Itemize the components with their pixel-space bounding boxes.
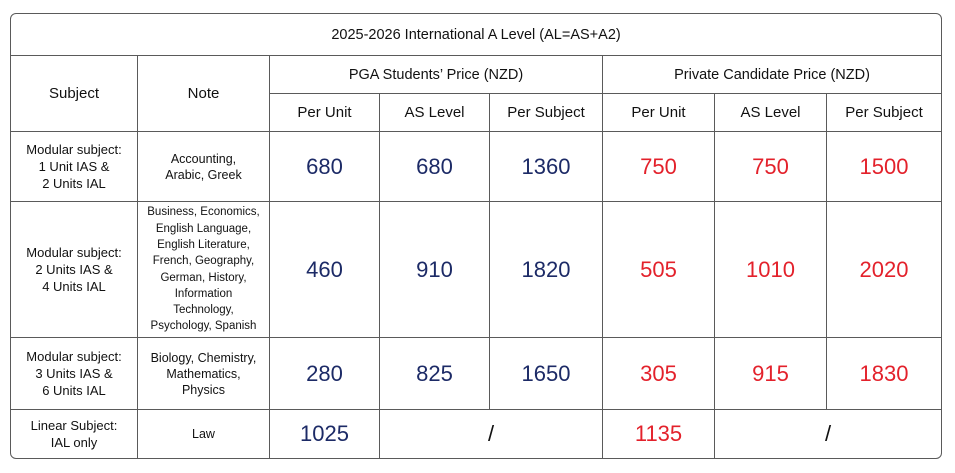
pga-as-level-price: 680 xyxy=(380,132,490,202)
note-line: Technology, xyxy=(173,304,234,317)
pga-per-subject-header: Per Subject xyxy=(490,94,603,132)
private-as-level-price: 1010 xyxy=(715,202,827,338)
note-cell: Business, Economics, English Language, E… xyxy=(138,202,270,338)
note-line: Psychology, Spanish xyxy=(150,320,257,333)
note-line: French, Geography, xyxy=(152,255,255,268)
pga-per-subject-price: 1650 xyxy=(490,338,603,410)
note-line: German, History, xyxy=(160,271,247,284)
pga-per-subject-price: 1820 xyxy=(490,202,603,338)
note-line: Information xyxy=(174,287,233,300)
private-as-level-header: AS Level xyxy=(715,94,827,132)
price-table: 2025-2026 International A Level (AL=AS+A… xyxy=(10,13,943,459)
pga-per-unit-price: 280 xyxy=(270,338,380,410)
pga-as-level-price: 825 xyxy=(380,338,490,410)
subject-cell: Linear Subject: IAL only xyxy=(11,410,138,458)
note-line: Biology, Chemistry, xyxy=(150,350,257,365)
subject-cell: Modular subject: 3 Units IAS & 6 Units I… xyxy=(11,338,138,410)
pga-per-unit-price: 680 xyxy=(270,132,380,202)
private-per-subject-price: 1830 xyxy=(827,338,942,410)
subject-line: Modular subject: xyxy=(26,349,122,364)
note-line: English Language, xyxy=(155,222,252,235)
private-price-group-header: Private Candidate Price (NZD) xyxy=(603,56,942,94)
note-cell: Accounting, Arabic, Greek xyxy=(138,132,270,202)
pga-per-unit-price: 1025 xyxy=(270,410,380,458)
pga-as-level-price: 910 xyxy=(380,202,490,338)
note-line: Law xyxy=(192,427,215,441)
note-header: Note xyxy=(138,56,270,132)
note-line: Accounting, xyxy=(170,151,237,166)
subject-line: Modular subject: xyxy=(26,142,122,157)
pga-as-level-header: AS Level xyxy=(380,94,490,132)
private-per-subject-price: 1500 xyxy=(827,132,942,202)
table-title: 2025-2026 International A Level (AL=AS+A… xyxy=(11,14,942,56)
note-cell: Biology, Chemistry, Mathematics, Physics xyxy=(138,338,270,410)
pga-not-applicable-slash: / xyxy=(380,410,603,458)
private-as-level-price: 915 xyxy=(715,338,827,410)
note-line: English Literature, xyxy=(157,238,250,251)
table-row: Modular subject: 2 Units IAS & 4 Units I… xyxy=(11,202,942,338)
private-per-unit-price: 1135 xyxy=(603,410,715,458)
pga-per-subject-price: 1360 xyxy=(490,132,603,202)
table-row: Linear Subject: IAL only Law 1025 / 1135… xyxy=(11,410,941,458)
subject-line: 2 Units IAL xyxy=(42,176,106,191)
subject-line: 3 Units IAS & xyxy=(35,366,113,381)
private-per-unit-price: 305 xyxy=(603,338,715,410)
subject-line: 1 Unit IAS & xyxy=(38,159,110,174)
subject-line: Linear Subject: xyxy=(30,418,118,433)
private-per-unit-header: Per Unit xyxy=(603,94,715,132)
note-line: Physics xyxy=(181,382,226,397)
subject-line: IAL only xyxy=(50,435,98,450)
subject-cell: Modular subject: 2 Units IAS & 4 Units I… xyxy=(11,202,138,338)
note-line: Mathematics, xyxy=(166,366,241,381)
subject-line: 2 Units IAS & xyxy=(35,262,113,277)
subject-line: 4 Units IAL xyxy=(42,279,106,294)
private-per-subject-header: Per Subject xyxy=(827,94,942,132)
table-row: Modular subject: 1 Unit IAS & 2 Units IA… xyxy=(11,132,942,202)
pga-per-unit-header: Per Unit xyxy=(270,94,380,132)
private-per-unit-price: 505 xyxy=(603,202,715,338)
private-per-unit-price: 750 xyxy=(603,132,715,202)
note-line: Arabic, Greek xyxy=(165,167,242,182)
note-line: Business, Economics, xyxy=(147,206,260,219)
subject-header: Subject xyxy=(11,56,138,132)
note-cell: Law xyxy=(138,410,270,458)
subject-line: Modular subject: xyxy=(26,245,122,260)
private-not-applicable-slash: / xyxy=(824,421,832,446)
pga-per-unit-price: 460 xyxy=(270,202,380,338)
pga-price-group-header: PGA Students’ Price (NZD) xyxy=(270,56,603,94)
private-per-subject-price: 2020 xyxy=(827,202,942,338)
table-row: Modular subject: 3 Units IAS & 6 Units I… xyxy=(11,338,942,410)
subject-cell: Modular subject: 1 Unit IAS & 2 Units IA… xyxy=(11,132,138,202)
private-as-level-price: 750 xyxy=(715,132,827,202)
subject-line: 6 Units IAL xyxy=(42,383,106,398)
